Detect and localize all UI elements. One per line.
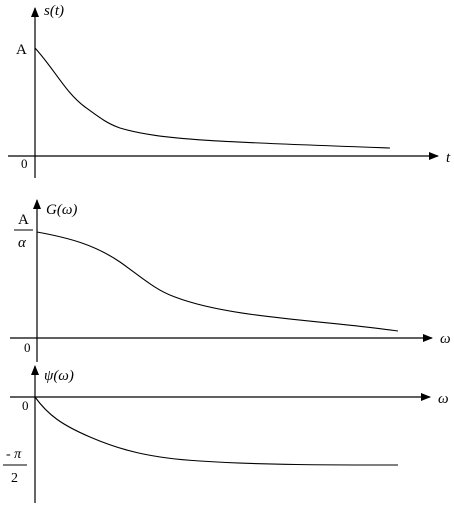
phase-curve	[34, 396, 399, 466]
phase-plot: ψ(ω) ω 0 - π 2	[3, 365, 449, 503]
magnitude-start-fraction: A α	[14, 212, 33, 251]
phase-end-denominator: 2	[11, 471, 18, 486]
signal-x-label: t	[446, 150, 451, 166]
magnitude-curve	[36, 231, 399, 332]
signal-start-label: A	[16, 42, 27, 58]
signal-plot: s(t) t 0 A	[8, 3, 451, 178]
magnitude-y-label: G(ω)	[46, 202, 77, 218]
magnitude-x-label: ω	[440, 331, 451, 347]
phase-y-label: ψ(ω)	[44, 368, 74, 384]
phase-end-numerator: - π	[6, 447, 22, 462]
phase-origin-label: 0	[22, 398, 29, 413]
phase-end-fraction: - π 2	[3, 447, 27, 486]
signal-curve	[34, 47, 391, 149]
phase-x-label: ω	[438, 391, 449, 407]
signal-origin-label: 0	[21, 156, 28, 171]
magnitude-plot: G(ω) ω 0 A α	[10, 199, 451, 362]
magnitude-start-numerator: A	[18, 212, 29, 228]
signal-y-label: s(t)	[44, 3, 64, 19]
magnitude-origin-label: 0	[24, 340, 31, 355]
magnitude-start-denominator: α	[18, 235, 27, 251]
